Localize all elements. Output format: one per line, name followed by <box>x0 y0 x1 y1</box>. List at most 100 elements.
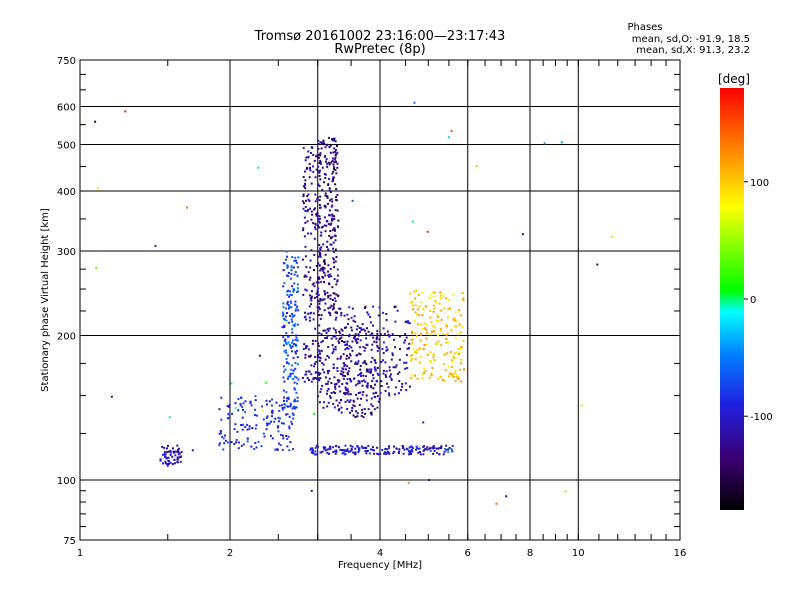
data-point <box>342 374 345 377</box>
data-point <box>260 445 263 448</box>
data-point <box>403 448 406 451</box>
data-point <box>331 298 334 301</box>
data-point <box>419 333 422 336</box>
data-point <box>355 340 358 343</box>
data-point <box>336 367 339 370</box>
data-point <box>349 444 352 447</box>
data-point <box>329 297 332 300</box>
data-point <box>416 377 419 380</box>
data-point <box>364 347 367 350</box>
data-point <box>266 424 269 427</box>
data-point <box>449 372 452 375</box>
data-point <box>326 165 329 168</box>
data-point <box>303 316 306 319</box>
data-point <box>330 198 333 201</box>
data-point <box>307 156 310 159</box>
data-point <box>302 293 305 296</box>
data-point <box>172 447 175 450</box>
data-point <box>451 445 454 448</box>
data-point <box>246 440 249 443</box>
data-point <box>314 327 317 330</box>
data-point <box>323 371 326 374</box>
data-point <box>248 425 251 428</box>
data-point <box>318 277 321 280</box>
data-point <box>335 337 338 340</box>
data-point <box>450 448 453 451</box>
data-point <box>296 274 299 277</box>
data-point <box>371 356 374 359</box>
data-point <box>329 230 332 233</box>
data-point <box>164 460 167 463</box>
data-point <box>341 340 344 343</box>
data-point <box>354 335 357 338</box>
data-point <box>351 349 354 352</box>
data-point <box>237 441 240 444</box>
data-point <box>293 387 296 390</box>
data-point <box>429 446 432 449</box>
data-point <box>338 379 341 382</box>
data-point <box>317 156 320 159</box>
data-point <box>365 452 368 455</box>
data-point <box>255 424 258 427</box>
y-tick-label: 200 <box>57 332 76 343</box>
data-point <box>304 179 307 182</box>
data-point <box>344 343 347 346</box>
data-point <box>413 290 416 293</box>
data-point <box>311 339 314 342</box>
data-point <box>241 423 244 426</box>
data-point <box>357 451 360 454</box>
data-point <box>297 378 300 381</box>
data-point <box>326 354 329 357</box>
data-point <box>330 304 333 307</box>
data-point <box>388 335 391 338</box>
data-point <box>331 219 334 222</box>
data-point <box>327 222 330 225</box>
data-point <box>354 320 357 323</box>
data-point <box>333 217 336 220</box>
data-point <box>460 358 463 361</box>
data-point <box>321 368 324 371</box>
data-point <box>329 312 332 315</box>
data-point <box>169 450 172 453</box>
data-point <box>329 314 332 317</box>
data-point <box>307 150 310 153</box>
data-point <box>302 348 305 351</box>
data-point <box>442 296 445 299</box>
data-point <box>317 371 320 374</box>
data-point <box>344 391 347 394</box>
data-point <box>338 446 341 449</box>
data-point <box>310 218 313 221</box>
data-point <box>305 156 308 159</box>
data-point <box>317 342 320 345</box>
data-point <box>282 399 285 402</box>
data-point <box>376 349 379 352</box>
data-point <box>293 381 296 384</box>
data-point <box>304 255 307 258</box>
data-point <box>319 254 322 257</box>
data-point <box>289 300 292 303</box>
data-point <box>462 298 465 301</box>
data-point <box>380 380 383 383</box>
data-point <box>261 405 264 408</box>
data-point <box>302 202 305 205</box>
data-point <box>286 354 289 357</box>
data-point <box>328 369 331 372</box>
data-point <box>445 325 448 328</box>
data-point <box>176 461 179 464</box>
data-point <box>308 378 311 381</box>
data-point <box>374 368 377 371</box>
data-point <box>281 434 284 437</box>
data-point <box>316 354 319 357</box>
data-point <box>596 263 599 266</box>
data-point <box>304 209 307 212</box>
data-point <box>337 340 340 343</box>
data-point <box>430 320 433 323</box>
data-point <box>304 356 307 359</box>
data-point <box>294 352 297 355</box>
data-point <box>460 380 463 383</box>
data-point <box>441 332 444 335</box>
data-point <box>429 351 432 354</box>
data-point <box>368 368 371 371</box>
